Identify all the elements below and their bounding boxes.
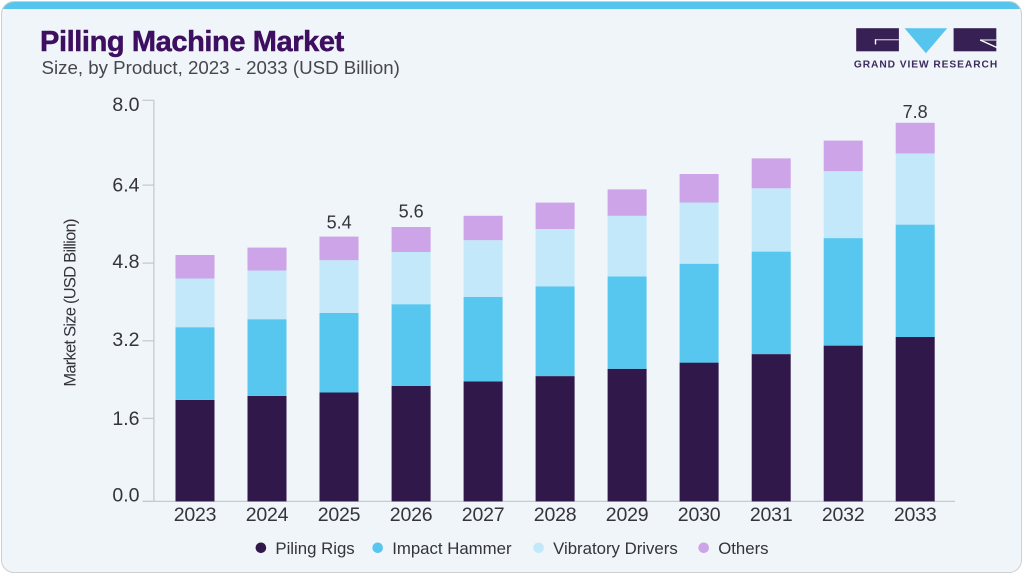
svg-text:2028: 2028 [534, 504, 577, 526]
svg-text:Others: Others [718, 539, 768, 558]
svg-text:5.4: 5.4 [327, 213, 352, 233]
svg-text:Piling Rigs: Piling Rigs [275, 539, 354, 558]
svg-text:2032: 2032 [822, 504, 865, 526]
svg-text:Vibratory Drivers: Vibratory Drivers [553, 539, 678, 558]
svg-text:2031: 2031 [750, 504, 793, 526]
svg-text:7.8: 7.8 [903, 102, 928, 122]
svg-text:1.6: 1.6 [112, 408, 139, 430]
svg-text:GRAND VIEW RESEARCH: GRAND VIEW RESEARCH [854, 60, 998, 71]
svg-text:0.0: 0.0 [112, 485, 139, 507]
svg-text:2026: 2026 [390, 504, 433, 526]
svg-text:2023: 2023 [174, 504, 217, 526]
svg-text:8.0: 8.0 [112, 94, 139, 116]
svg-text:3.2: 3.2 [112, 329, 139, 351]
svg-text:6.4: 6.4 [112, 175, 139, 197]
svg-text:2024: 2024 [246, 504, 289, 526]
svg-text:5.6: 5.6 [399, 202, 424, 222]
svg-text:2030: 2030 [678, 504, 721, 526]
svg-text:2027: 2027 [462, 504, 505, 526]
svg-text:2025: 2025 [318, 504, 361, 526]
svg-text:2033: 2033 [894, 504, 937, 526]
svg-text:Market Size (USD Billion): Market Size (USD Billion) [61, 219, 79, 387]
svg-text:2029: 2029 [606, 504, 649, 526]
svg-text:Impact Hammer: Impact Hammer [392, 539, 512, 558]
svg-text:4.8: 4.8 [112, 251, 139, 273]
